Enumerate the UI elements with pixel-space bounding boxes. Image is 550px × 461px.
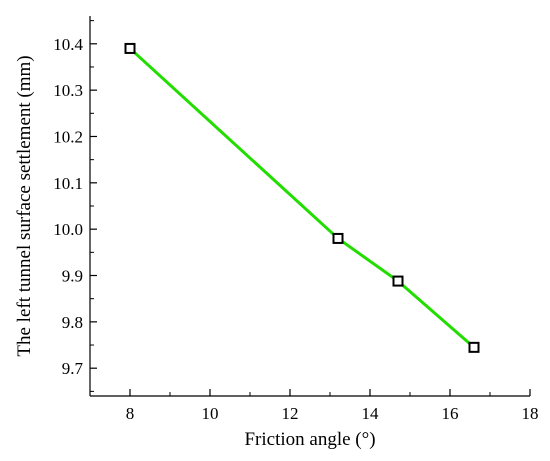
data-point [392,275,404,287]
y-tick-label: 10.0 [53,220,83,239]
y-tick-label: 9.9 [62,267,83,286]
tick-labels: 8 10 12 14 16 18 9.7 9.8 9.9 10.0 10.1 10.2 10.3 10.4 [53,35,538,423]
x-tick-label: 16 [442,404,459,423]
x-tick-label: 10 [202,404,219,423]
y-tick-label: 10.3 [53,81,83,100]
y-tick-label: 9.7 [62,359,84,378]
x-tick-label: 14 [362,404,380,423]
y-tick-label: 9.8 [62,313,83,332]
data-point [332,232,344,244]
x-tick-label: 12 [282,404,299,423]
data-point [124,42,136,54]
y-tick-label: 10.1 [53,174,83,193]
y-tick-label: 10.4 [53,35,83,54]
axes [89,16,531,397]
series-line [128,46,476,349]
x-axis-label: Friction angle (°) [244,429,375,450]
y-axis-label: The left tunnel surface settlement (mm) [14,55,35,356]
x-tick-label: 8 [126,404,135,423]
data-point [468,341,480,353]
series-layer [124,42,480,353]
x-tick-label: 18 [522,404,539,423]
y-tick-label: 10.2 [53,127,83,146]
